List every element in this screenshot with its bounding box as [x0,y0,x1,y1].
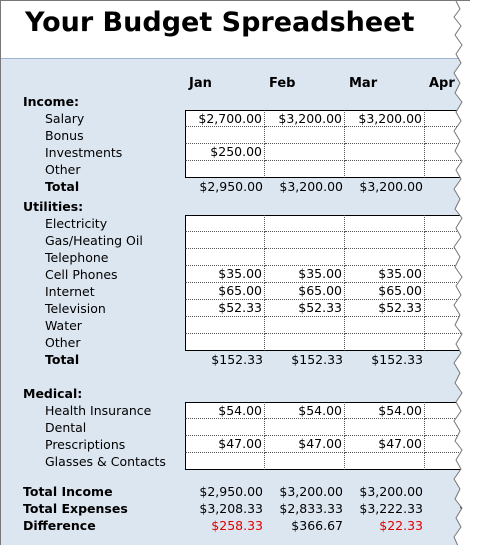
cell-utilities-r2-c2[interactable] [345,249,425,266]
income-total-c0: $2,950.00 [199,179,263,194]
summary-label-1: Total Expenses [23,501,128,516]
summary-value-r2-c1: $366.67 [291,518,343,533]
medical-label-dental: Dental [45,420,87,435]
cell-utilities-r0-c2[interactable] [345,215,425,232]
cell-utilities-r3-c2[interactable]: $35.00 [345,266,425,283]
cell-utilities-r7-c1[interactable] [265,334,345,351]
cell-utilities-r2-c0[interactable] [185,249,265,266]
cell-medical-r2-c2[interactable]: $47.00 [345,436,425,453]
torn-edge [453,1,470,545]
cell-income-r0-c0[interactable]: $2,700.00 [185,110,265,127]
utilities-label-telephone: Telephone [45,250,109,265]
cell-medical-r3-c1[interactable] [265,453,345,470]
cell-medical-r3-c0[interactable] [185,453,265,470]
cell-medical-r3-c2[interactable] [345,453,425,470]
cell-income-r3-c0[interactable] [185,161,265,178]
cell-utilities-r6-c0[interactable] [185,317,265,334]
cell-utilities-r4-c1[interactable]: $65.00 [265,283,345,300]
income-label-other: Other [45,162,81,177]
medical-label-glasses-contacts: Glasses & Contacts [45,454,166,469]
income-label-investments: Investments [45,145,123,160]
cell-utilities-r0-c0[interactable] [185,215,265,232]
cell-income-r2-c0[interactable]: $250.00 [185,144,265,161]
utilities-total-c0: $152.33 [211,352,263,367]
cell-utilities-r3-c1[interactable]: $35.00 [265,266,345,283]
cell-utilities-r5-c0[interactable]: $52.33 [185,300,265,317]
month-header-jan: Jan [189,76,212,91]
summary-value-r0-c1: $3,200.00 [279,484,343,499]
income-header: Income: [23,94,80,109]
cell-utilities-r3-c0[interactable]: $35.00 [185,266,265,283]
cell-utilities-r6-c2[interactable] [345,317,425,334]
summary-value-r1-c1: $2,833.33 [279,501,343,516]
cell-income-r3-c1[interactable] [265,161,345,178]
cell-utilities-r5-c1[interactable]: $52.33 [265,300,345,317]
cell-utilities-r7-c2[interactable] [345,334,425,351]
utilities-label-other: Other [45,335,81,350]
cell-income-r3-c2[interactable] [345,161,425,178]
utilities-label-gas-heating-oil: Gas/Heating Oil [45,233,143,248]
cell-utilities-r4-c0[interactable]: $65.00 [185,283,265,300]
income-total-c2: $3,200.00 [359,179,423,194]
cell-medical-r1-c2[interactable] [345,419,425,436]
cell-medical-r1-c1[interactable] [265,419,345,436]
utilities-total-c1: $152.33 [291,352,343,367]
medical-header: Medical: [23,386,83,401]
summary-value-r1-c2: $3,222.33 [359,501,423,516]
summary-value-r2-c0: $258.33 [211,518,263,533]
income-total-c1: $3,200.00 [279,179,343,194]
cell-medical-r0-c2[interactable]: $54.00 [345,402,425,419]
cell-income-r1-c1[interactable] [265,127,345,144]
summary-label-2: Difference [23,518,96,533]
title-bar: Your Budget Spreadsheet [1,1,470,58]
cell-income-r0-c2[interactable]: $3,200.00 [345,110,425,127]
cell-medical-r0-c1[interactable]: $54.00 [265,402,345,419]
cell-utilities-r5-c2[interactable]: $52.33 [345,300,425,317]
cell-medical-r2-c0[interactable]: $47.00 [185,436,265,453]
cell-medical-r1-c0[interactable] [185,419,265,436]
summary-value-r2-c2: $22.33 [379,518,423,533]
month-header-mar: Mar [349,76,378,91]
cell-utilities-r0-c1[interactable] [265,215,345,232]
cell-utilities-r1-c1[interactable] [265,232,345,249]
cell-medical-r2-c1[interactable]: $47.00 [265,436,345,453]
cell-utilities-r7-c0[interactable] [185,334,265,351]
budget-spreadsheet: Your Budget Spreadsheet Jan Feb Mar Apr … [0,0,470,545]
cell-income-r2-c2[interactable] [345,144,425,161]
cell-utilities-r1-c2[interactable] [345,232,425,249]
page-title: Your Budget Spreadsheet [25,7,415,38]
medical-label-prescriptions: Prescriptions [45,437,126,452]
cell-income-r1-c2[interactable] [345,127,425,144]
cell-utilities-r2-c1[interactable] [265,249,345,266]
income-label-bonus: Bonus [45,128,84,143]
summary-value-r1-c0: $3,208.33 [199,501,263,516]
income-total-label: Total [45,179,80,194]
utilities-label-television: Television [45,301,106,316]
utilities-total-label: Total [45,352,80,367]
cell-utilities-r1-c0[interactable] [185,232,265,249]
summary-label-0: Total Income [23,484,113,499]
cell-utilities-r6-c1[interactable] [265,317,345,334]
utilities-label-electricity: Electricity [45,216,108,231]
utilities-label-internet: Internet [45,284,95,299]
utilities-header: Utilities: [23,199,84,214]
summary-value-r0-c0: $2,950.00 [199,484,263,499]
spreadsheet-body: Jan Feb Mar Apr Income: Salary $2,700.00 $3… [1,58,470,545]
cell-income-r2-c1[interactable] [265,144,345,161]
cell-income-r0-c1[interactable]: $3,200.00 [265,110,345,127]
month-header-apr: Apr [429,76,455,91]
medical-label-health-insurance: Health Insurance [45,403,152,418]
utilities-total-c2: $152.33 [371,352,423,367]
income-label-salary: Salary [45,111,85,126]
cell-utilities-r4-c2[interactable]: $65.00 [345,283,425,300]
utilities-label-water: Water [45,318,82,333]
summary-value-r0-c2: $3,200.00 [359,484,423,499]
month-header-feb: Feb [269,76,296,91]
utilities-label-cell-phones: Cell Phones [45,267,118,282]
cell-income-r1-c0[interactable] [185,127,265,144]
cell-medical-r0-c0[interactable]: $54.00 [185,402,265,419]
